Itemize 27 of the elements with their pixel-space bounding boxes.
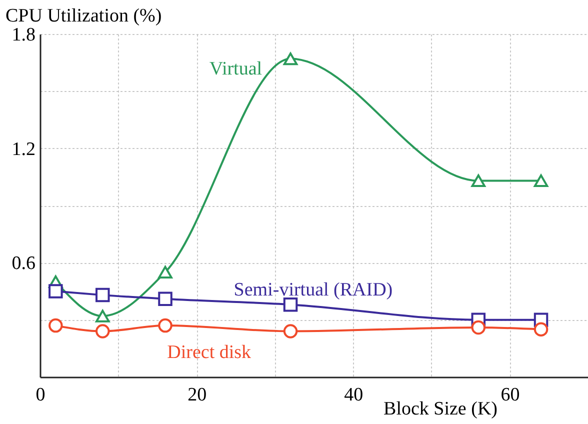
x-axis-title: Block Size (K) <box>384 398 498 420</box>
series-label: Virtual <box>209 58 262 80</box>
y-tick-label: 1.8 <box>12 24 36 46</box>
point <box>158 318 172 333</box>
point <box>534 322 548 336</box>
point <box>283 52 298 66</box>
point <box>158 292 172 306</box>
point <box>283 324 298 338</box>
point <box>471 320 486 335</box>
point <box>96 324 110 338</box>
y-tick-label: 0.6 <box>12 253 36 274</box>
series-label: Direct disk <box>167 342 252 364</box>
y-tick-label: 1.2 <box>12 138 36 160</box>
x-tick-label: 20 <box>188 384 207 406</box>
point <box>158 266 172 278</box>
series-label: Semi-virtual (RAID) <box>234 279 393 300</box>
y-axis-title: CPU Utilization (%) <box>6 6 162 26</box>
point <box>534 174 548 188</box>
point <box>283 297 298 312</box>
point <box>471 174 486 188</box>
point <box>96 288 110 302</box>
x-tick-label: 60 <box>500 384 520 406</box>
x-tick-label: 40 <box>344 384 364 406</box>
point <box>48 318 63 333</box>
point <box>96 310 110 322</box>
point <box>48 284 63 298</box>
x-tick-label: 0 <box>36 384 46 406</box>
